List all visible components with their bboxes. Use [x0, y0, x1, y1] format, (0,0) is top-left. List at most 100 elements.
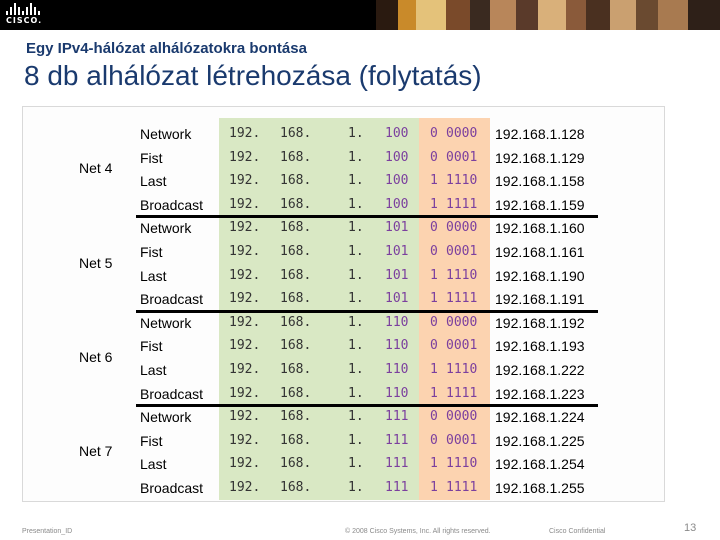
host-bit-high: 1 — [430, 267, 438, 283]
host-bits: 1110 — [446, 456, 478, 472]
table-row: Last 192. 168. 1. 100 1 1110 192.168.1.158 — [0, 169, 720, 193]
page-number: 13 — [684, 522, 697, 534]
host-bits: 0001 — [446, 432, 478, 448]
octet-3: 1. — [348, 173, 364, 189]
octet-3: 1. — [348, 220, 364, 236]
slide-title: 8 db alhálózat létrehozása (folytatás) — [24, 60, 482, 91]
host-bits: 0000 — [446, 126, 478, 141]
octet-2: 168. — [280, 432, 312, 448]
header-photo — [446, 0, 470, 30]
host-bit-high: 0 — [430, 338, 438, 354]
header-photo — [376, 0, 398, 30]
subnet-bits: 110 — [385, 338, 409, 354]
table-row: Fist 192. 168. 1. 100 0 0001 192.168.1.129 — [0, 146, 720, 170]
host-bits: 1111 — [446, 385, 478, 401]
host-bit-high: 1 — [430, 196, 438, 212]
group-divider — [136, 404, 598, 408]
host-bit-high: 1 — [430, 362, 438, 377]
footer-presentation-id: Presentation_ID — [22, 528, 73, 535]
octet-1: 192. — [229, 338, 261, 354]
header-photo — [516, 0, 538, 30]
header-photo — [398, 0, 416, 30]
header-photo — [586, 0, 610, 30]
octet-2: 168. — [280, 409, 312, 425]
cisco-logo: CISCO. — [6, 3, 46, 27]
host-bit-high: 1 — [430, 291, 438, 307]
dotted-address: 192.168.1.193 — [495, 338, 585, 355]
table-row: Network 192. 168. 1. 100 0 0000 192.168.1.128 — [0, 122, 720, 146]
octet-2: 168. — [280, 291, 312, 307]
dotted-address: 192.168.1.225 — [495, 432, 585, 449]
host-bits: 0000 — [446, 314, 478, 330]
row-label: Fist — [140, 244, 163, 260]
host-bit-high: 0 — [430, 126, 438, 141]
dotted-address: 192.168.1.192 — [495, 314, 585, 331]
row-label: Broadcast — [140, 385, 204, 402]
row-label: Broadcast — [140, 480, 204, 496]
row-label: Network — [140, 126, 192, 142]
octet-1: 192. — [229, 385, 261, 401]
octet-2: 168. — [280, 173, 312, 189]
octet-3: 1. — [348, 338, 364, 354]
host-bit-high: 0 — [430, 149, 438, 165]
dotted-address: 192.168.1.191 — [495, 291, 585, 308]
subnet-bits: 110 — [385, 314, 409, 330]
octet-2: 168. — [280, 362, 312, 377]
octet-2: 168. — [280, 314, 312, 330]
octet-2: 168. — [280, 196, 312, 212]
group-divider — [136, 309, 598, 313]
octet-3: 1. — [348, 409, 364, 425]
host-bits: 0001 — [446, 244, 478, 259]
host-bits: 0001 — [446, 149, 478, 165]
host-bits: 0000 — [446, 409, 478, 425]
host-bit-high: 0 — [430, 314, 438, 330]
subnet-bits: 100 — [385, 126, 409, 141]
host-bit-high: 0 — [430, 432, 438, 448]
row-label: Last — [140, 267, 167, 284]
host-bits: 1110 — [446, 267, 478, 283]
row-label: Last — [140, 362, 167, 378]
octet-1: 192. — [229, 314, 261, 330]
table-row: Fist 192. 168. 1. 101 0 0001 192.168.1.161 — [0, 240, 720, 264]
octet-1: 192. — [229, 291, 261, 307]
row-label: Network — [140, 409, 192, 426]
header-photo — [470, 0, 490, 30]
dotted-address: 192.168.1.160 — [495, 220, 585, 237]
octet-3: 1. — [348, 362, 364, 377]
host-bits: 1110 — [446, 362, 478, 377]
octet-3: 1. — [348, 196, 364, 212]
octet-2: 168. — [280, 456, 312, 472]
header-photo — [566, 0, 586, 30]
octet-1: 192. — [229, 456, 261, 472]
row-label: Network — [140, 314, 192, 331]
table-row: Last 192. 168. 1. 111 1 1110 192.168.1.254 — [0, 452, 720, 476]
host-bits: 1111 — [446, 480, 478, 495]
octet-1: 192. — [229, 267, 261, 283]
host-bits: 0001 — [446, 338, 478, 354]
footer-copyright: © 2008 Cisco Systems, Inc. All rights re… — [345, 528, 491, 535]
subnet-bits: 111 — [385, 409, 409, 425]
host-bits: 1111 — [446, 196, 478, 212]
octet-2: 168. — [280, 126, 312, 141]
octet-3: 1. — [348, 385, 364, 401]
subnet-bits: 101 — [385, 291, 409, 307]
row-label: Last — [140, 456, 167, 473]
octet-3: 1. — [348, 456, 364, 472]
host-bits: 0000 — [446, 220, 478, 236]
host-bit-high: 1 — [430, 480, 438, 495]
table-row: Broadcast 192. 168. 1. 100 1 1111 192.168.1.159 — [0, 193, 720, 217]
subnet-bits: 100 — [385, 173, 409, 189]
octet-1: 192. — [229, 173, 261, 189]
row-label: Fist — [140, 432, 163, 449]
table-row: Broadcast 192. 168. 1. 111 1 1111 192.168.1.255 — [0, 476, 720, 500]
octet-3: 1. — [348, 126, 364, 141]
dotted-address: 192.168.1.254 — [495, 456, 585, 473]
net-label: Net 4 — [79, 160, 113, 177]
host-bit-high: 1 — [430, 385, 438, 401]
group-divider — [136, 215, 598, 219]
host-bit-high: 1 — [430, 173, 438, 189]
table-row: Last 192. 168. 1. 101 1 1110 192.168.1.190 — [0, 264, 720, 288]
octet-3: 1. — [348, 267, 364, 283]
host-bit-high: 0 — [430, 409, 438, 425]
header-photo — [610, 0, 636, 30]
